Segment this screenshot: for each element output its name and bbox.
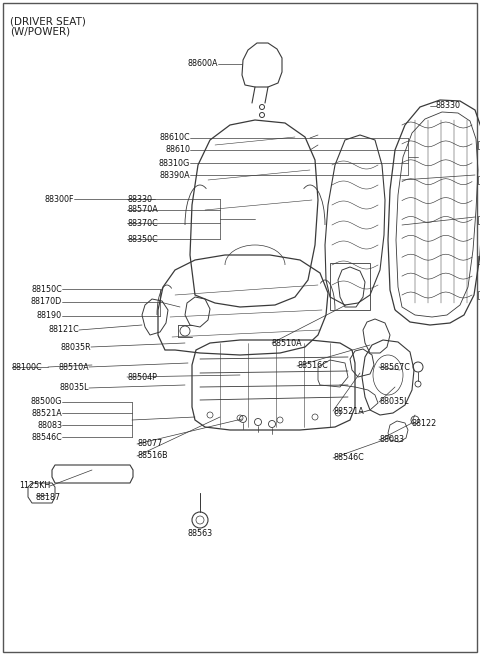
Text: 88600A: 88600A (188, 60, 218, 69)
Text: 88035L: 88035L (379, 398, 408, 407)
Text: 88330: 88330 (436, 102, 461, 111)
Text: 88187: 88187 (36, 493, 61, 502)
Text: 88190: 88190 (37, 312, 62, 320)
Text: 88310G: 88310G (159, 159, 190, 168)
Text: 88035L: 88035L (60, 383, 89, 392)
Text: 88563: 88563 (187, 529, 213, 538)
Text: 88510A: 88510A (59, 362, 89, 371)
Text: 88083: 88083 (37, 421, 62, 430)
Text: 88100C: 88100C (12, 362, 43, 371)
Text: 88350C: 88350C (127, 234, 158, 244)
Text: 1125KH: 1125KH (19, 481, 50, 491)
Text: 88077: 88077 (137, 440, 162, 449)
Text: 88567C: 88567C (379, 362, 410, 371)
Text: (W/POWER): (W/POWER) (10, 27, 70, 37)
Text: 88610C: 88610C (159, 134, 190, 143)
Text: 88504P: 88504P (127, 373, 157, 381)
Text: 88570A: 88570A (127, 206, 158, 214)
Text: 88083: 88083 (379, 436, 404, 445)
Text: 88521A: 88521A (31, 409, 62, 417)
Text: 88546C: 88546C (333, 453, 364, 462)
Text: (DRIVER SEAT): (DRIVER SEAT) (10, 17, 86, 27)
Text: 88500G: 88500G (31, 398, 62, 407)
Text: 88150C: 88150C (31, 284, 62, 293)
Text: 88330: 88330 (127, 195, 152, 204)
Text: 88122: 88122 (411, 419, 436, 428)
Text: 88390A: 88390A (159, 170, 190, 179)
Text: 88300F: 88300F (45, 195, 74, 204)
Text: 88370C: 88370C (127, 219, 158, 227)
Text: 88521A: 88521A (333, 407, 364, 415)
Text: 88121C: 88121C (48, 326, 79, 335)
Text: 88170D: 88170D (31, 297, 62, 307)
Text: 88510A: 88510A (272, 339, 302, 348)
Text: 88610: 88610 (165, 145, 190, 155)
Text: 88516B: 88516B (137, 451, 168, 460)
Text: 88035R: 88035R (60, 343, 91, 352)
Text: 88516C: 88516C (297, 362, 328, 371)
Text: 88546C: 88546C (31, 432, 62, 441)
